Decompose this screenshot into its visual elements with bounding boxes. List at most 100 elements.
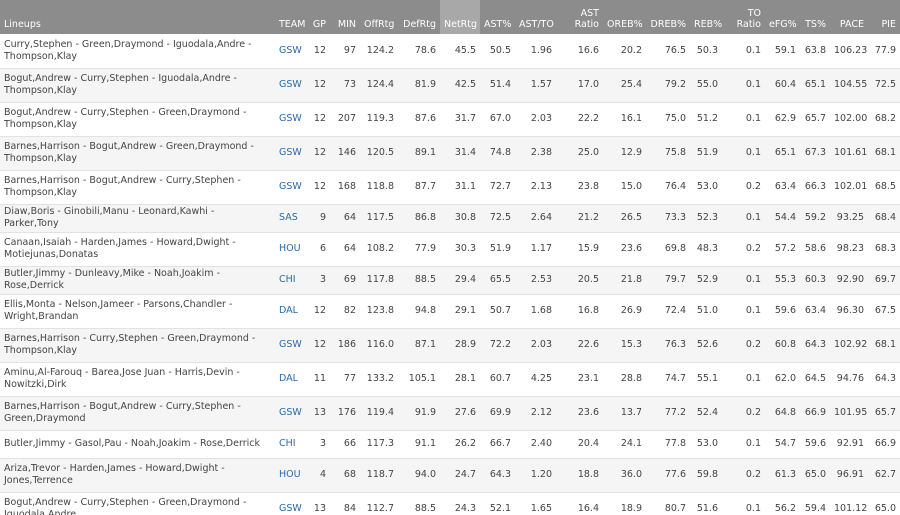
stat-cell: 96.91 bbox=[830, 458, 868, 493]
stat-cell: 64.5 bbox=[800, 362, 830, 397]
team-link[interactable]: DAL bbox=[275, 294, 307, 329]
stat-cell: 65.7 bbox=[800, 102, 830, 137]
stat-cell: 55.1 bbox=[690, 362, 722, 397]
stat-cell: 12 bbox=[307, 68, 330, 103]
team-link[interactable]: GSW bbox=[275, 68, 307, 103]
lineup-row: Ariza,Trevor - Harden,James - Howard,Dwi… bbox=[0, 458, 900, 493]
stat-cell: 72.4 bbox=[646, 294, 690, 329]
stat-cell: 72.2 bbox=[480, 328, 515, 363]
lineup-row: Bogut,Andrew - Curry,Stephen - Green,Dra… bbox=[0, 102, 900, 137]
stat-cell: 48.3 bbox=[690, 232, 722, 267]
stat-cell: 63.8 bbox=[800, 34, 830, 69]
stat-cell: 124.2 bbox=[360, 34, 398, 69]
column-header[interactable]: OREB% bbox=[603, 0, 646, 34]
stat-cell: 67.0 bbox=[480, 102, 515, 137]
stat-cell: 1.57 bbox=[515, 68, 556, 103]
team-link[interactable]: CHI bbox=[275, 430, 307, 459]
stat-cell: 81.9 bbox=[398, 68, 440, 103]
team-link[interactable]: DAL bbox=[275, 362, 307, 397]
stat-cell: 74.8 bbox=[480, 136, 515, 171]
stat-cell: 55.3 bbox=[765, 266, 800, 295]
team-link[interactable]: GSW bbox=[275, 396, 307, 431]
team-link[interactable]: GSW bbox=[275, 136, 307, 171]
stat-cell: 117.5 bbox=[360, 204, 398, 233]
stat-cell: 2.38 bbox=[515, 136, 556, 171]
stat-cell: 51.9 bbox=[690, 136, 722, 171]
stat-cell: 207 bbox=[330, 102, 360, 137]
team-link[interactable]: HOU bbox=[275, 458, 307, 493]
column-header[interactable]: AST Ratio bbox=[556, 0, 603, 34]
stat-cell: 12 bbox=[307, 294, 330, 329]
stat-cell: 80.7 bbox=[646, 492, 690, 515]
team-link[interactable]: CHI bbox=[275, 266, 307, 295]
lineup-row: Barnes,Harrison - Bogut,Andrew - Curry,S… bbox=[0, 170, 900, 205]
stat-cell: 23.1 bbox=[556, 362, 603, 397]
team-link[interactable]: GSW bbox=[275, 34, 307, 69]
stat-cell: 123.8 bbox=[360, 294, 398, 329]
stat-cell: 60.3 bbox=[800, 266, 830, 295]
stat-cell: 68.3 bbox=[868, 232, 900, 267]
lineup-cell: Ariza,Trevor - Harden,James - Howard,Dwi… bbox=[0, 458, 275, 493]
team-link[interactable]: HOU bbox=[275, 232, 307, 267]
column-header[interactable]: OffRtg bbox=[360, 0, 398, 34]
column-header[interactable]: GP bbox=[307, 0, 330, 34]
stat-cell: 31.4 bbox=[440, 136, 480, 171]
stat-cell: 168 bbox=[330, 170, 360, 205]
stat-cell: 0.2 bbox=[722, 458, 765, 493]
header-row: Lineups TEAM GP MIN OffRtg DefRtg NetRtg AST% AS… bbox=[0, 0, 900, 34]
column-header[interactable]: MIN bbox=[330, 0, 360, 34]
column-header[interactable]: DefRtg bbox=[398, 0, 440, 34]
stat-cell: 12 bbox=[307, 102, 330, 137]
stat-cell: 1.20 bbox=[515, 458, 556, 493]
lineup-row: Barnes,Harrison - Bogut,Andrew - Green,D… bbox=[0, 136, 900, 171]
column-header[interactable]: Lineups bbox=[0, 0, 275, 34]
stat-cell: 25.0 bbox=[556, 136, 603, 171]
column-header[interactable]: REB% bbox=[690, 0, 722, 34]
stat-cell: 2.40 bbox=[515, 430, 556, 459]
stat-cell: 3 bbox=[307, 430, 330, 459]
stat-cell: 15.0 bbox=[603, 170, 646, 205]
stat-cell: 22.6 bbox=[556, 328, 603, 363]
stat-cell: 69.7 bbox=[868, 266, 900, 295]
lineup-row: Barnes,Harrison - Bogut,Andrew - Curry,S… bbox=[0, 396, 900, 431]
stat-cell: 76.4 bbox=[646, 170, 690, 205]
stat-cell: 12 bbox=[307, 170, 330, 205]
stat-cell: 51.9 bbox=[480, 232, 515, 267]
stat-cell: 119.3 bbox=[360, 102, 398, 137]
stat-cell: 56.2 bbox=[765, 492, 800, 515]
stat-cell: 68.1 bbox=[868, 328, 900, 363]
stat-cell: 0.1 bbox=[722, 204, 765, 233]
stat-cell: 4.25 bbox=[515, 362, 556, 397]
stat-cell: 31.7 bbox=[440, 102, 480, 137]
column-header[interactable]: TO Ratio bbox=[722, 0, 765, 34]
column-header[interactable]: TEAM bbox=[275, 0, 307, 34]
team-link[interactable]: GSW bbox=[275, 170, 307, 205]
stat-cell: 1.68 bbox=[515, 294, 556, 329]
stat-cell: 62.0 bbox=[765, 362, 800, 397]
stat-cell: 17.0 bbox=[556, 68, 603, 103]
stat-cell: 1.65 bbox=[515, 492, 556, 515]
column-header[interactable]: NetRtg bbox=[440, 0, 480, 34]
team-link[interactable]: SAS bbox=[275, 204, 307, 233]
stat-cell: 62.7 bbox=[868, 458, 900, 493]
column-header[interactable]: DREB% bbox=[646, 0, 690, 34]
column-header[interactable]: AST% bbox=[480, 0, 515, 34]
stat-cell: 186 bbox=[330, 328, 360, 363]
stat-cell: 16.6 bbox=[556, 34, 603, 69]
column-header[interactable]: AST/TO bbox=[515, 0, 556, 34]
stat-cell: 64 bbox=[330, 232, 360, 267]
stat-cell: 65.7 bbox=[868, 396, 900, 431]
column-header[interactable]: PACE bbox=[830, 0, 868, 34]
lineup-cell: Butler,Jimmy - Gasol,Pau - Noah,Joakim -… bbox=[0, 430, 275, 459]
column-header[interactable]: TS% bbox=[800, 0, 830, 34]
stat-cell: 59.8 bbox=[690, 458, 722, 493]
column-header[interactable]: eFG% bbox=[765, 0, 800, 34]
stat-cell: 68.4 bbox=[868, 204, 900, 233]
column-header[interactable]: PIE bbox=[868, 0, 900, 34]
lineup-cell: Barnes,Harrison - Curry,Stephen - Green,… bbox=[0, 328, 275, 363]
team-link[interactable]: GSW bbox=[275, 102, 307, 137]
stat-cell: 13.7 bbox=[603, 396, 646, 431]
team-link[interactable]: GSW bbox=[275, 328, 307, 363]
stat-cell: 68.5 bbox=[868, 170, 900, 205]
team-link[interactable]: GSW bbox=[275, 492, 307, 515]
